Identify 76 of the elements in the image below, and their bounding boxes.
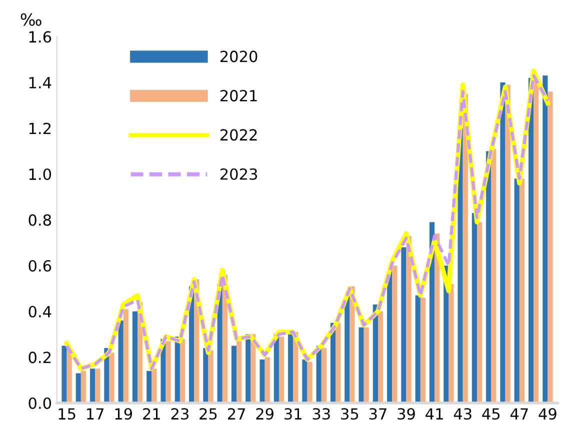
bar xyxy=(472,212,477,403)
bar xyxy=(548,92,553,403)
bar xyxy=(180,338,186,403)
x-tick-label: 35 xyxy=(341,408,358,420)
y-tick-label: 1.2 xyxy=(29,122,51,134)
x-tick-label: 19 xyxy=(115,408,132,420)
bar xyxy=(260,359,265,403)
bar xyxy=(321,348,326,403)
y-axis-title: ‰ xyxy=(20,13,42,26)
bar xyxy=(378,311,384,403)
bar xyxy=(231,346,237,403)
bar xyxy=(500,82,506,403)
bar xyxy=(76,373,81,403)
x-tick-label: 31 xyxy=(284,408,302,420)
x-tick-label: 43 xyxy=(454,408,472,420)
bar xyxy=(448,284,454,403)
legend-label: 2021 xyxy=(220,90,257,102)
y-tick-label: 1.4 xyxy=(29,77,52,88)
bar xyxy=(358,327,364,403)
bar xyxy=(302,359,308,403)
y-tick-label: 1.6 xyxy=(29,31,52,43)
x-tick-label: 27 xyxy=(228,408,245,420)
y-tick-label: 1.0 xyxy=(29,168,52,180)
bar xyxy=(203,348,208,403)
x-tick-label: 17 xyxy=(87,408,104,420)
x-tick-label: 47 xyxy=(510,408,528,420)
x-tick-label: 29 xyxy=(256,408,274,420)
y-tick-label: 0.2 xyxy=(28,352,51,364)
bar xyxy=(152,368,157,403)
y-tick-label: 0.8 xyxy=(28,214,51,226)
bar xyxy=(415,295,420,403)
bar xyxy=(288,334,294,403)
x-tick-label: 21 xyxy=(143,408,160,420)
bar xyxy=(534,80,539,403)
bar xyxy=(364,327,369,403)
x-tick-label: 33 xyxy=(312,408,330,420)
legend-label: 2023 xyxy=(220,168,258,180)
x-tick-label: 37 xyxy=(369,408,386,420)
bar xyxy=(476,222,482,403)
bar xyxy=(123,309,128,403)
bar xyxy=(336,322,341,403)
bar xyxy=(146,370,152,403)
bar xyxy=(307,362,312,403)
bar xyxy=(80,370,86,403)
bar xyxy=(387,270,392,403)
bar xyxy=(90,368,96,403)
bar xyxy=(118,320,124,403)
bar xyxy=(236,341,242,403)
legend-label: 2022 xyxy=(220,129,257,141)
bar xyxy=(491,148,496,403)
bar xyxy=(344,295,350,403)
bar xyxy=(401,247,406,403)
y-tick-label: 0.0 xyxy=(28,397,52,410)
y-tick-label: 0.6 xyxy=(28,260,52,272)
bar xyxy=(392,266,398,403)
bar xyxy=(542,76,548,403)
y-tick-label: 0.4 xyxy=(28,306,52,318)
x-tick-label: 15 xyxy=(58,408,76,420)
bar xyxy=(95,368,100,403)
x-tick-label: 23 xyxy=(171,408,188,420)
bar xyxy=(62,346,67,403)
bar xyxy=(519,178,525,403)
x-tick-label: 49 xyxy=(538,408,556,420)
x-tick-label: 25 xyxy=(200,408,217,420)
bar xyxy=(278,336,284,403)
bar xyxy=(514,178,520,403)
x-tick-label: 39 xyxy=(398,408,415,420)
bar xyxy=(132,311,138,403)
bar xyxy=(208,350,214,403)
bar xyxy=(264,357,270,403)
bar xyxy=(166,341,171,403)
bar xyxy=(420,298,426,403)
x-tick-label: 45 xyxy=(482,408,500,420)
bar xyxy=(109,352,114,403)
legend-label: 2020 xyxy=(220,50,258,62)
x-tick-label: 41 xyxy=(426,408,443,420)
